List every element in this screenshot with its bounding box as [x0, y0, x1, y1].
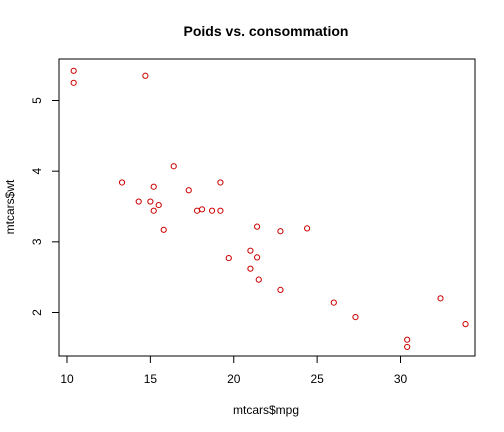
x-tick-label: 15	[144, 372, 158, 386]
data-point	[70, 67, 77, 74]
data-point	[247, 247, 254, 254]
data-point	[437, 295, 444, 302]
chart-title: Poids vs. consommation	[184, 23, 349, 39]
data-point	[253, 223, 261, 230]
data-point	[150, 183, 157, 190]
data-points	[70, 67, 469, 351]
y-tick-label: 3	[30, 238, 44, 245]
data-point	[150, 207, 157, 214]
x-tick-label: 10	[60, 372, 74, 386]
data-point	[170, 163, 177, 170]
data-point	[462, 321, 469, 328]
data-point	[135, 198, 142, 205]
x-tick-label: 20	[227, 372, 241, 386]
data-point	[185, 187, 192, 194]
data-point	[198, 206, 206, 213]
data-point	[247, 265, 254, 272]
data-point	[147, 198, 154, 205]
data-point	[160, 226, 167, 233]
x-axis: 10 15 20 25 30	[60, 355, 408, 386]
data-point	[70, 79, 77, 86]
x-tick-label: 25	[310, 372, 324, 386]
data-point	[142, 72, 149, 79]
data-point	[404, 336, 411, 343]
data-point	[118, 179, 126, 186]
data-point	[217, 207, 224, 214]
data-point	[404, 343, 411, 351]
data-point	[225, 254, 232, 262]
y-axis-label: mtcars$wt	[3, 179, 17, 234]
x-tick-label: 30	[394, 372, 408, 386]
data-point	[255, 276, 262, 283]
data-point	[208, 207, 216, 214]
y-axis: 2 3 4 5	[30, 97, 60, 316]
x-axis-label: mtcars$mpg	[233, 403, 299, 417]
y-tick-label: 5	[30, 97, 44, 104]
plot-area-frame	[58, 58, 476, 357]
data-point	[352, 313, 359, 321]
y-tick-label: 2	[30, 309, 44, 316]
y-tick-label: 4	[30, 168, 44, 175]
data-point	[217, 179, 224, 186]
data-point	[304, 225, 311, 232]
data-point	[330, 299, 337, 306]
data-point	[253, 254, 261, 261]
data-point	[155, 201, 162, 209]
data-point	[277, 228, 284, 235]
data-point	[277, 286, 284, 293]
data-point	[193, 207, 201, 214]
